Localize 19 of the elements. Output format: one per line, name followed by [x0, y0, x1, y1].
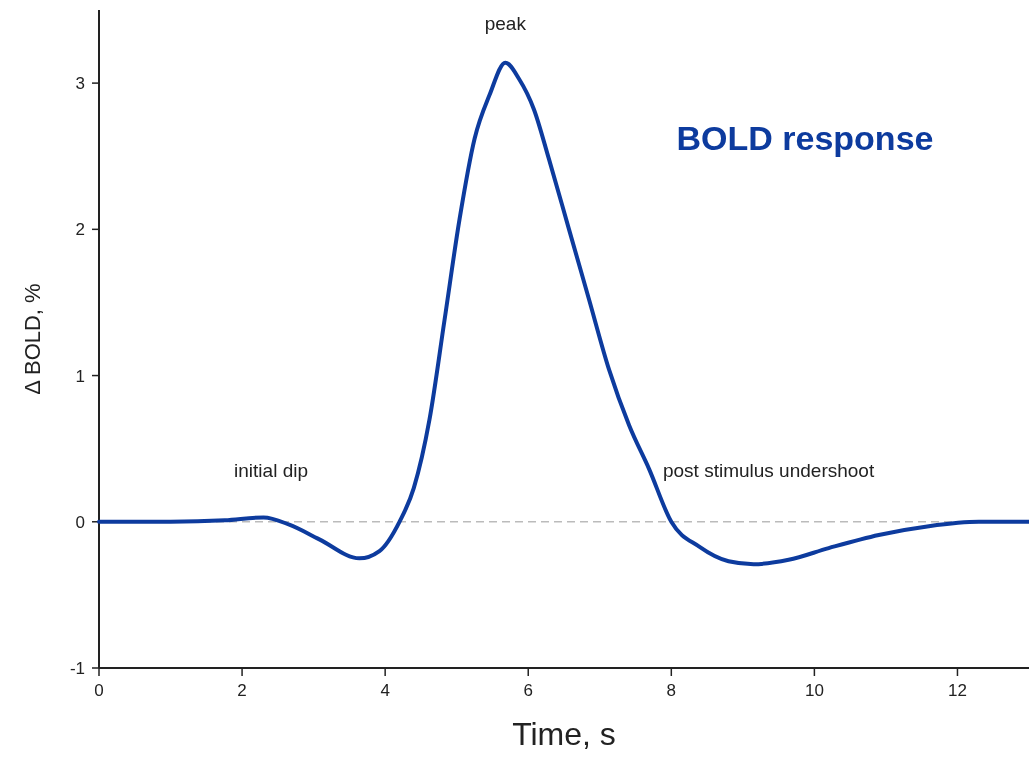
y-tick-label: -1	[69, 658, 85, 678]
annotation: post stimulus undershoot	[662, 460, 875, 482]
x-tick-label: 8	[666, 681, 677, 700]
y-axis-title: Δ BOLD, %	[20, 283, 45, 395]
x-tick-label: 4	[380, 681, 390, 700]
x-tick-label: 10	[804, 681, 824, 700]
x-tick-label: 0	[94, 681, 104, 700]
x-tick-label: 12	[948, 681, 967, 700]
y-tick-label: 1	[75, 366, 85, 386]
y-tick-label: 0	[75, 512, 85, 532]
x-axis-title: Time, s	[512, 716, 616, 752]
annotation: initial dip	[234, 460, 309, 482]
y-tick-label: 2	[75, 220, 85, 240]
y-tick-label: 3	[75, 74, 85, 94]
line-series	[97, 60, 1029, 567]
annotation: peak	[484, 13, 527, 35]
text: BOLD response	[676, 119, 934, 157]
x-tick-label: 2	[237, 681, 247, 700]
x-tick-label: 6	[523, 681, 533, 700]
